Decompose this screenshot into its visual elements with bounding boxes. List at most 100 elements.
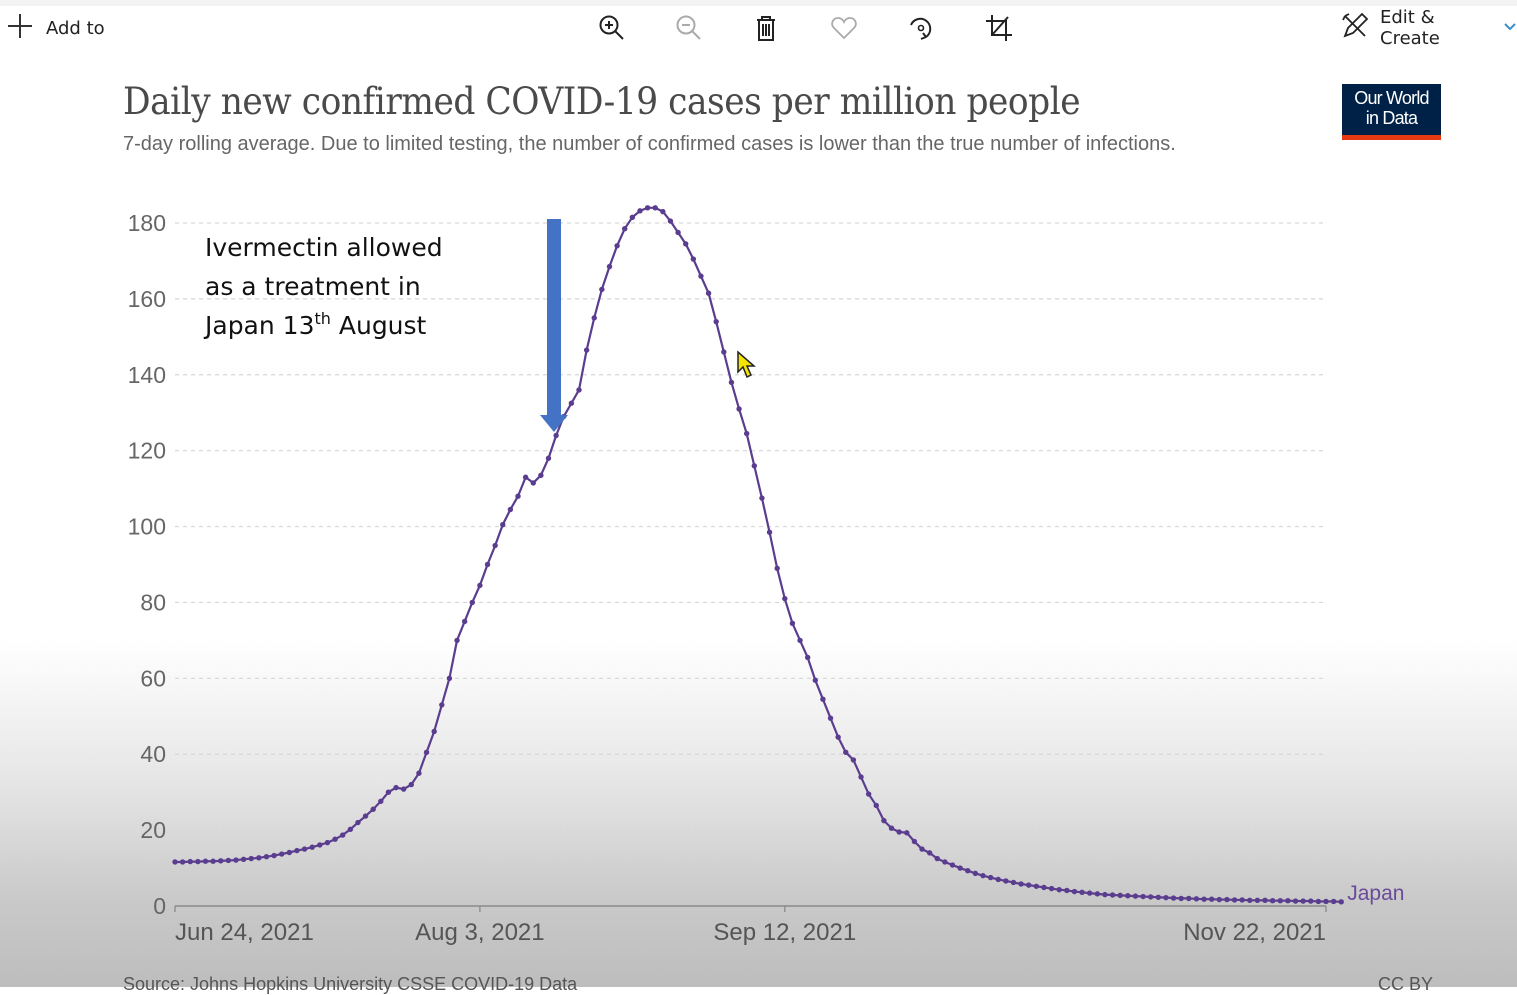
data-point [1079,889,1085,896]
data-point [263,853,270,860]
data-point [743,430,750,437]
data-point [660,208,666,215]
data-point [439,702,445,708]
data-point [271,852,277,859]
chevron-down-icon[interactable] [1503,19,1517,37]
data-point [1216,896,1222,903]
data-point [987,874,994,881]
data-point [873,802,879,809]
y-tick-label: 140 [128,362,166,388]
data-point [1330,898,1337,905]
favorite-button[interactable] [828,12,860,44]
data-point [1269,897,1276,904]
crop-icon [986,15,1012,41]
photo-viewer-toolbar: Add to Edit & Create [0,6,1517,50]
y-tick-label: 100 [128,514,166,540]
data-point [850,757,857,763]
data-point [568,400,575,406]
data-point [599,286,605,293]
annotation-superscript: th [314,309,331,328]
series-label-japan: Japan [1347,882,1404,905]
data-point [995,876,1001,883]
data-point [362,813,369,819]
annotation-line-3: Japan 13th August [205,306,443,345]
data-point [279,851,285,857]
logo-accent-bar [1342,135,1441,140]
data-point [843,749,849,756]
data-point [644,205,651,211]
data-point [1033,883,1040,889]
rotate-button[interactable] [905,12,937,44]
data-point [1087,890,1093,896]
data-point [1056,886,1062,893]
data-point [980,872,986,879]
data-point [728,379,735,386]
data-point [1010,879,1017,886]
x-axis: Jun 24, 2021 Aug 3, 2021 Sep 12, 2021 Nov 2… [174,905,1327,946]
data-point [218,858,224,864]
data-point [1140,893,1146,900]
data-point [820,696,826,702]
data-point [248,855,254,862]
data-point [225,857,232,864]
data-point [500,521,506,528]
data-point [202,858,209,864]
edit-create-button[interactable]: Edit & Create [1340,7,1517,49]
data-point [1285,897,1291,904]
data-point [698,273,704,279]
data-point [606,263,613,270]
data-point [683,241,689,247]
data-point [1064,887,1070,894]
data-point [1132,893,1139,899]
crop-button[interactable] [983,12,1015,44]
data-point [881,817,887,824]
data-point [408,781,414,788]
data-point [789,620,796,627]
data-point [637,208,643,214]
source-note[interactable]: Source: Johns Hopkins University CSSE CO… [123,974,578,994]
data-point [804,654,811,661]
data-point [949,862,956,868]
data-point [1117,892,1123,899]
y-tick-label: 180 [128,210,166,236]
data-point [713,318,719,325]
data-point [896,829,902,835]
data-point [256,855,262,861]
y-tick-label: 40 [140,741,166,767]
data-point [652,205,658,211]
window-top-strip [0,0,1517,6]
data-point [1094,891,1101,897]
data-point [934,855,940,862]
data-point [1041,884,1047,891]
series-japan: Japan [172,205,1404,905]
license-link[interactable]: CC BY [1378,974,1434,994]
data-point [675,229,681,236]
data-point [1323,898,1329,905]
data-point [1208,896,1215,902]
logo-line-2: in Data [1365,108,1418,128]
data-point [431,728,437,735]
add-to-label: Add to [46,17,105,39]
zoom-out-icon [676,15,701,40]
data-point [339,832,346,838]
data-point [1254,897,1261,904]
data-point [774,565,780,571]
zoom-out-button[interactable] [673,12,705,44]
delete-button[interactable] [750,12,782,44]
data-point [332,836,338,842]
zoom-in-button[interactable] [596,12,628,44]
data-point [446,675,453,682]
data-point [614,243,620,249]
zoom-in-icon [599,15,624,40]
data-point [942,859,948,865]
add-to-button[interactable]: Add to [6,13,105,42]
data-point [484,561,491,568]
arrow-head [540,415,568,432]
logo-line-1: Our World [1354,88,1429,108]
annotation-line-3-text: Japan 13 [205,311,315,340]
our-world-in-data-logo[interactable]: Our World in Data [1342,84,1441,140]
data-point [1163,894,1169,901]
data-point [1308,898,1314,904]
trash-icon [757,16,775,41]
